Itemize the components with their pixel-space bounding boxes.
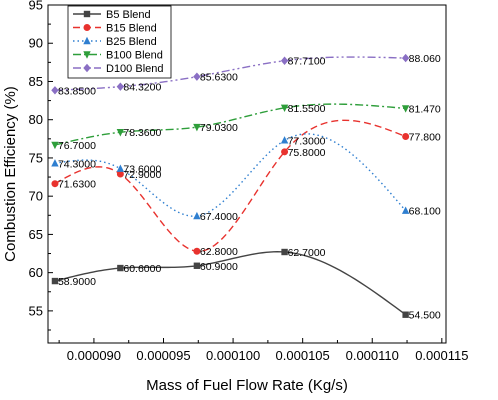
data-point-b100-blend <box>51 141 59 150</box>
data-label-b5-blend: 54.500 <box>409 310 441 322</box>
data-point-b25-blend <box>401 206 410 214</box>
series-markers <box>51 53 410 318</box>
data-label-b5-blend: 60.9000 <box>200 261 238 273</box>
data-label-b5-blend: 60.6000 <box>123 263 161 275</box>
y-tick-label: 70 <box>29 189 43 204</box>
y-tick-label: 90 <box>29 36 43 51</box>
data-point-b15-blend <box>116 170 124 178</box>
x-tick-label: 0.000095 <box>136 348 190 363</box>
data-label-b100-blend: 78.3600 <box>123 127 161 139</box>
x-tick-label: 0.000110 <box>346 348 399 363</box>
legend-marker-d100-blend <box>83 63 91 73</box>
data-point-b25-blend <box>193 211 201 220</box>
data-label-b25-blend: 67.4000 <box>200 211 238 223</box>
data-label-d100-blend: 85.6300 <box>200 72 238 84</box>
legend-label-d100-blend: D100 Blend <box>106 63 164 75</box>
series-line-b15-blend <box>54 119 406 252</box>
data-label-b25-blend: 77.3000 <box>288 135 326 147</box>
legend-marker-b25-blend <box>83 36 91 45</box>
data-label-b15-blend: 72.9000 <box>123 169 161 181</box>
series-line-b25-blend <box>54 133 407 217</box>
y-tick-label: 65 <box>29 227 43 242</box>
legend-label-b25-blend: B25 Blend <box>106 36 157 48</box>
data-label-b5-blend: 58.9000 <box>58 276 96 288</box>
data-point-b100-blend <box>116 129 125 137</box>
x-axis-ticks: 0.000090 0.000095 0.000100 0.000105 0.000110… <box>58 338 468 363</box>
data-point-b15-blend <box>281 148 289 156</box>
data-label-d100-blend: 87.7100 <box>288 56 326 68</box>
data-point-b25-blend <box>116 164 125 172</box>
data-label-b25-blend: 74.3000 <box>58 158 96 170</box>
data-label-b25-blend: 68.100 <box>409 206 441 218</box>
data-label-d100-blend: 84.3200 <box>123 82 161 94</box>
x-tick-label: 0.000105 <box>276 348 330 363</box>
y-tick-label: 95 <box>29 0 43 13</box>
data-point-d100-blend <box>116 82 125 91</box>
data-label-b5-blend: 62.7000 <box>288 247 326 259</box>
data-point-b5-blend <box>51 277 59 285</box>
y-tick-label: 80 <box>29 112 43 127</box>
series-line-b100-blend <box>54 103 406 146</box>
data-labels: 58.9000 60.6000 60.9000 62.7000 54.500 71.630… <box>58 53 441 322</box>
legend-marker-b15-blend <box>83 24 91 31</box>
data-label-d100-blend: 88.060 <box>409 53 441 65</box>
data-label-b100-blend: 81.5500 <box>288 103 326 115</box>
data-point-b5-blend <box>281 248 288 256</box>
data-label-b100-blend: 79.0300 <box>200 122 238 134</box>
data-label-b100-blend: 76.7000 <box>58 140 96 152</box>
legend-label-b15-blend: B15 Blend <box>106 23 157 35</box>
data-label-b15-blend: 77.800 <box>409 132 441 144</box>
data-point-b25-blend <box>280 136 289 144</box>
data-point-b5-blend <box>402 311 409 318</box>
data-point-b5-blend <box>193 262 201 269</box>
data-label-b25-blend: 73.6000 <box>123 164 161 176</box>
x-tick-label: 0.000100 <box>206 348 260 363</box>
data-point-b15-blend <box>402 133 410 141</box>
legend-label-b5-blend: B5 Blend <box>106 9 151 21</box>
y-axis-ticks: 55 60 65 70 75 80 85 90 95 <box>29 0 53 331</box>
data-point-b15-blend <box>51 180 59 188</box>
plot-frame <box>47 4 447 344</box>
legend-marker-b100-blend <box>83 51 91 59</box>
data-point-d100-blend <box>193 72 201 81</box>
data-label-b15-blend: 62.8000 <box>200 246 238 258</box>
data-point-b100-blend <box>401 105 410 113</box>
x-tick-label: 0.000090 <box>67 348 121 363</box>
data-point-b100-blend <box>280 104 289 113</box>
data-point-b5-blend <box>117 264 124 272</box>
x-axis-title: Mass of Fuel Flow Rate (Kg/s) <box>146 377 348 394</box>
data-point-b15-blend <box>193 247 201 255</box>
legend-marker-b5-blend <box>83 10 91 18</box>
x-tick-label: 0.000115 <box>415 348 468 363</box>
data-point-d100-blend <box>51 86 59 95</box>
data-label-b15-blend: 71.6300 <box>58 179 96 191</box>
data-label-d100-blend: 83.8500 <box>58 85 96 97</box>
legend-label-b100-blend: B100 Blend <box>106 50 163 62</box>
data-point-d100-blend <box>401 53 410 63</box>
y-tick-label: 55 <box>29 303 43 318</box>
y-tick-label: 60 <box>29 265 43 280</box>
data-label-b100-blend: 81.470 <box>409 103 441 115</box>
data-label-b15-blend: 75.8000 <box>288 147 326 159</box>
data-point-d100-blend <box>280 56 289 65</box>
series-curves <box>54 56 407 316</box>
y-tick-label: 85 <box>29 74 43 89</box>
data-point-b100-blend <box>193 123 201 132</box>
data-point-b25-blend <box>51 159 59 167</box>
y-axis-title: Combustion Efficiency (%) <box>2 86 19 262</box>
y-tick-label: 75 <box>29 150 43 165</box>
